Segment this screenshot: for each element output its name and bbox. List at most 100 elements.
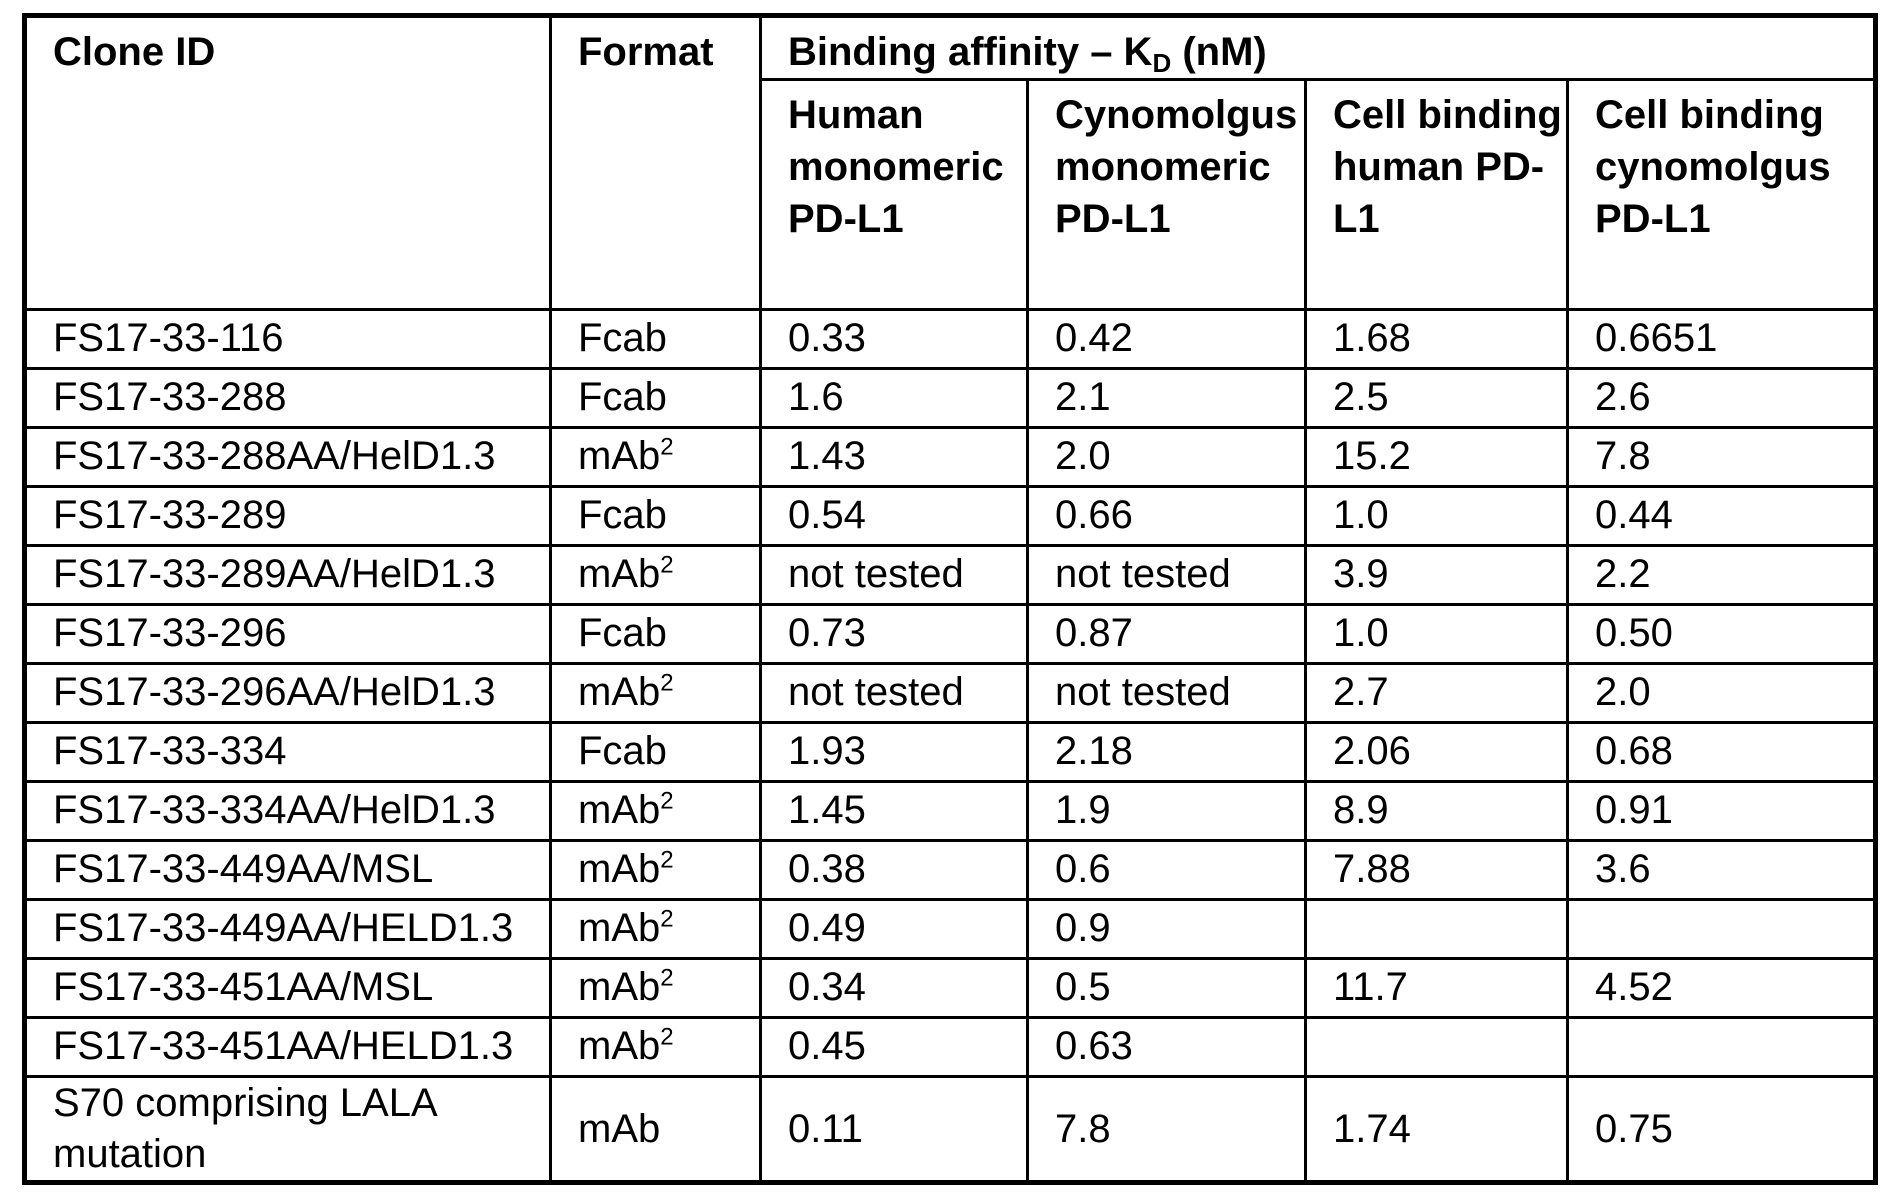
value-cell: 7.8 xyxy=(1565,426,1878,488)
value-cell xyxy=(1565,1016,1878,1078)
format-cell: Fcab xyxy=(549,367,762,429)
value-cell: 3.9 xyxy=(1304,544,1569,606)
value-cell: 2.6 xyxy=(1565,367,1878,429)
table-row: FS17-33-451AA/MSL mAb2 0.34 0.5 11.7 4.52 xyxy=(23,957,1878,1019)
table-body: FS17-33-116 Fcab 0.33 0.42 1.68 0.6651 FS17-33… xyxy=(23,308,1878,1185)
clone-id-cell: FS17-33-451AA/MSL xyxy=(23,957,552,1019)
clone-id-cell: FS17-33-116 xyxy=(23,308,552,370)
value-cell: 0.73 xyxy=(759,603,1029,665)
binding-affinity-header-pre: Binding affinity – K xyxy=(788,30,1153,74)
format-cell: mAb xyxy=(549,1074,762,1185)
clone-id-cell: FS17-33-289 xyxy=(23,485,552,547)
table-row: FS17-33-296 Fcab 0.73 0.87 1.0 0.50 xyxy=(23,603,1878,665)
value-cell: 0.6 xyxy=(1026,839,1307,901)
value-cell: not tested xyxy=(759,662,1029,724)
binding-affinity-table: Clone ID Format Binding affinity – KD (n… xyxy=(22,13,1879,1186)
value-cell: 7.8 xyxy=(1026,1074,1307,1185)
value-cell: 0.66 xyxy=(1026,485,1307,547)
table-row: FS17-33-296AA/HelD1.3 mAb2 not tested not t… xyxy=(23,662,1878,724)
value-cell: 3.6 xyxy=(1565,839,1878,901)
value-cell: 0.9 xyxy=(1026,898,1307,960)
format-cell: Fcab xyxy=(549,308,762,370)
table-row: FS17-33-334AA/HelD1.3 mAb2 1.45 1.9 8.9 0.91 xyxy=(23,780,1878,842)
table-row: FS17-33-116 Fcab 0.33 0.42 1.68 0.6651 xyxy=(23,308,1878,370)
clone-id-cell: FS17-33-296 xyxy=(23,603,552,665)
value-cell: 1.68 xyxy=(1304,308,1569,370)
table-row: FS17-33-334 Fcab 1.93 2.18 2.06 0.68 xyxy=(23,721,1878,783)
document-page: Clone ID Format Binding affinity – KD (n… xyxy=(22,13,1879,1186)
value-cell: 0.42 xyxy=(1026,308,1307,370)
clone-id-cell: FS17-33-288AA/HelD1.3 xyxy=(23,426,552,488)
value-cell: 2.7 xyxy=(1304,662,1569,724)
value-cell xyxy=(1565,898,1878,960)
subheader-cell-binding-cyno: Cell binding cynomolgus PD-L1 xyxy=(1565,78,1878,311)
value-cell: 1.6 xyxy=(759,367,1029,429)
binding-affinity-header-post: (nM) xyxy=(1171,30,1267,74)
clone-id-cell: FS17-33-449AA/HELD1.3 xyxy=(23,898,552,960)
value-cell: 4.52 xyxy=(1565,957,1878,1019)
table-row: FS17-33-288 Fcab 1.6 2.1 2.5 2.6 xyxy=(23,367,1878,429)
format-superscript: 2 xyxy=(660,847,674,875)
subheader-cyno-monomeric: Cynomolgus monomeric PD-L1 xyxy=(1026,78,1307,311)
format-header: Format xyxy=(549,14,762,311)
format-cell: mAb2 xyxy=(549,1016,762,1078)
format-cell: mAb2 xyxy=(549,662,762,724)
value-cell: 7.88 xyxy=(1304,839,1569,901)
subheader-human-monomeric: Human monomeric PD-L1 xyxy=(759,78,1029,311)
value-cell: not tested xyxy=(1026,662,1307,724)
clone-id-header: Clone ID xyxy=(23,14,552,311)
clone-id-cell: FS17-33-289AA/HelD1.3 xyxy=(23,544,552,606)
format-superscript: 2 xyxy=(660,906,674,934)
value-cell xyxy=(1304,1016,1569,1078)
value-cell: 0.91 xyxy=(1565,780,1878,842)
table-row: S70 comprising LALA mutation mAb 0.11 7.8 1.… xyxy=(23,1074,1878,1185)
value-cell: 2.5 xyxy=(1304,367,1569,429)
value-cell: 1.0 xyxy=(1304,485,1569,547)
clone-id-cell: FS17-33-449AA/MSL xyxy=(23,839,552,901)
value-cell: 0.6651 xyxy=(1565,308,1878,370)
value-cell: 1.0 xyxy=(1304,603,1569,665)
clone-id-cell: FS17-33-296AA/HelD1.3 xyxy=(23,662,552,724)
value-cell: 0.50 xyxy=(1565,603,1878,665)
value-cell: not tested xyxy=(759,544,1029,606)
format-cell: Fcab xyxy=(549,603,762,665)
format-superscript: 2 xyxy=(660,1024,674,1052)
value-cell: 0.33 xyxy=(759,308,1029,370)
header-row-sub: Human monomeric PD-L1 Cynomolgus monomer… xyxy=(25,78,1878,311)
format-cell: mAb2 xyxy=(549,544,762,606)
value-cell: 0.54 xyxy=(759,485,1029,547)
format-cell: mAb2 xyxy=(549,426,762,488)
clone-id-cell: FS17-33-334AA/HelD1.3 xyxy=(23,780,552,842)
format-superscript: 2 xyxy=(660,788,674,816)
format-cell: Fcab xyxy=(549,485,762,547)
value-cell: 0.68 xyxy=(1565,721,1878,783)
format-cell: mAb2 xyxy=(549,780,762,842)
format-cell: mAb2 xyxy=(549,957,762,1019)
value-cell: 1.45 xyxy=(759,780,1029,842)
value-cell: 11.7 xyxy=(1304,957,1569,1019)
format-cell: mAb2 xyxy=(549,898,762,960)
format-superscript: 2 xyxy=(660,434,674,462)
value-cell: 2.0 xyxy=(1026,426,1307,488)
value-cell: 0.34 xyxy=(759,957,1029,1019)
clone-id-header-label: Clone ID xyxy=(53,30,216,74)
clone-id-cell: FS17-33-334 xyxy=(23,721,552,783)
value-cell: 0.49 xyxy=(759,898,1029,960)
table-row: FS17-33-289 Fcab 0.54 0.66 1.0 0.44 xyxy=(23,485,1878,547)
binding-affinity-header: Binding affinity – KD (nM) xyxy=(758,14,1878,81)
table-row: FS17-33-449AA/HELD1.3 mAb2 0.49 0.9 xyxy=(23,898,1878,960)
table-row: FS17-33-449AA/MSL mAb2 0.38 0.6 7.88 3.6 xyxy=(23,839,1878,901)
format-superscript: 2 xyxy=(660,965,674,993)
clone-id-cell: FS17-33-288 xyxy=(23,367,552,429)
subheader-cell-binding-human: Cell binding human PD-L1 xyxy=(1304,78,1569,311)
value-cell: 0.11 xyxy=(759,1074,1029,1185)
value-cell: 1.74 xyxy=(1304,1074,1569,1185)
value-cell: 8.9 xyxy=(1304,780,1569,842)
value-cell: 1.9 xyxy=(1026,780,1307,842)
format-cell: Fcab xyxy=(549,721,762,783)
format-cell: mAb2 xyxy=(549,839,762,901)
value-cell: 1.43 xyxy=(759,426,1029,488)
format-superscript: 2 xyxy=(660,670,674,698)
value-cell xyxy=(1304,898,1569,960)
value-cell: 0.75 xyxy=(1565,1074,1878,1185)
